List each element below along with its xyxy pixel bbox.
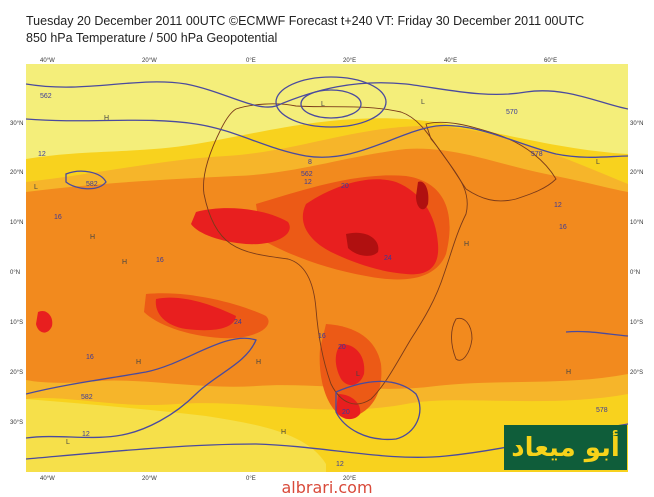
- lon-label-bottom: 20°W: [142, 476, 157, 482]
- low-mark: L: [421, 99, 425, 106]
- contour-low-ring-1: [275, 76, 387, 128]
- coastlines: [203, 103, 557, 405]
- lat-label-right: 10°N: [630, 220, 644, 226]
- contour-label: 24: [234, 319, 242, 326]
- watermark-logo-text: أبو ميعاد: [511, 432, 620, 463]
- patch-dark-red-core: [346, 232, 379, 256]
- lat-label-left: 10°S: [10, 320, 24, 326]
- forecast-map: 562 570 562 582 582 578 578 12 16 16 12 …: [26, 64, 628, 472]
- contour-label: 570: [506, 109, 518, 116]
- lat-label-right: 10°S: [630, 320, 644, 326]
- contour-562: [26, 81, 628, 110]
- contour-label: 12: [304, 179, 312, 186]
- patch-red-far-west: [36, 310, 53, 333]
- lat-label-left: 20°N: [10, 170, 24, 176]
- contour-label: 16: [559, 224, 567, 231]
- contour-label: 16: [54, 214, 62, 221]
- patch-red-south-a: [335, 344, 365, 386]
- geopotential-contours: [26, 76, 628, 460]
- lon-label-top: 20°E: [343, 58, 357, 64]
- contour-label: 582: [81, 394, 93, 401]
- contour-label: 12: [82, 431, 90, 438]
- contour-small-low: [65, 170, 107, 190]
- lon-label-bottom: 0°E: [246, 476, 256, 482]
- high-mark: H: [281, 429, 286, 436]
- temperature-map: 562 570 562 582 582 578 578 12 16 16 12 …: [26, 64, 628, 472]
- patch-dark-red-east: [416, 181, 429, 210]
- contour-label: 12: [554, 202, 562, 209]
- patch-red-west: [191, 208, 290, 245]
- low-mark: L: [66, 439, 70, 446]
- lon-label-bottom: 40°W: [40, 476, 55, 482]
- lon-label-top: 20°W: [142, 58, 157, 64]
- contour-label: 8: [308, 159, 312, 166]
- patch-red-central: [302, 179, 439, 275]
- contour-east-fragment: [565, 330, 628, 337]
- lat-label-left: 30°S: [10, 420, 24, 426]
- contour-label: 16: [318, 333, 326, 340]
- lon-label-top: 40°W: [40, 58, 55, 64]
- lat-label-left: 0°N: [10, 270, 21, 276]
- low-mark: L: [34, 184, 38, 191]
- lat-label-left: 20°S: [10, 370, 24, 376]
- patch-red-atlantic: [155, 297, 236, 331]
- contour-label: 562: [40, 93, 52, 100]
- low-mark: L: [321, 101, 325, 108]
- contour-label: 12: [336, 461, 344, 468]
- high-mark: H: [122, 259, 127, 266]
- contour-label: 16: [86, 354, 94, 361]
- lon-label-top: 60°E: [544, 58, 558, 64]
- contour-south-ring: [335, 380, 421, 441]
- contour-label: 16: [156, 257, 164, 264]
- lat-label-right: 20°S: [630, 370, 644, 376]
- contour-label: 12: [38, 151, 46, 158]
- lat-label-right: 20°N: [630, 170, 644, 176]
- lat-label-left: 30°N: [10, 121, 24, 127]
- high-mark: H: [136, 359, 141, 366]
- contour-label: 582: [86, 181, 98, 188]
- contour-570: [26, 118, 628, 158]
- lon-label-top: 40°E: [444, 58, 458, 64]
- low-mark: L: [596, 159, 600, 166]
- high-mark: H: [566, 369, 571, 376]
- patch-red-south-b: [336, 394, 361, 420]
- contour-label-group: 562 570 562 582 582 578 578 12 16 16 12 …: [38, 93, 608, 468]
- high-mark: H: [104, 115, 109, 122]
- contour-label: 20: [338, 344, 346, 351]
- watermark-site[interactable]: albrari.com: [281, 478, 373, 497]
- band-cool-south: [26, 399, 326, 472]
- contour-label: 578: [531, 151, 543, 158]
- contour-label: 578: [596, 407, 608, 414]
- lon-label-bottom: 20°E: [343, 476, 357, 482]
- contour-label: 562: [301, 171, 313, 178]
- contour-low-ring-2: [300, 89, 362, 119]
- contour-label: 24: [384, 255, 392, 262]
- africa-coast: [203, 103, 468, 405]
- high-mark: H: [464, 241, 469, 248]
- watermark-logo: أبو ميعاد: [504, 425, 627, 470]
- contour-label: 20: [341, 183, 349, 190]
- low-mark: L: [356, 371, 360, 378]
- header-subtitle: 850 hPa Temperature / 500 hPa Geopotenti…: [26, 31, 278, 45]
- arabia-coast: [425, 121, 557, 202]
- lat-label-right: 30°N: [630, 121, 644, 127]
- lat-label-right: 0°N: [630, 270, 641, 276]
- madagascar-coast: [451, 317, 473, 361]
- lon-label-top: 0°E: [246, 58, 256, 64]
- high-mark: H: [90, 234, 95, 241]
- contour-582: [26, 337, 257, 439]
- pressure-mark-group: L L L L L L H H H H H H H H: [34, 99, 600, 446]
- band-cool-north: [26, 64, 628, 159]
- contour-label: 20: [342, 409, 350, 416]
- header-title: Tuesday 20 December 2011 00UTC ©ECMWF Fo…: [26, 14, 585, 28]
- lat-label-left: 10°N: [10, 220, 24, 226]
- high-mark: H: [256, 359, 261, 366]
